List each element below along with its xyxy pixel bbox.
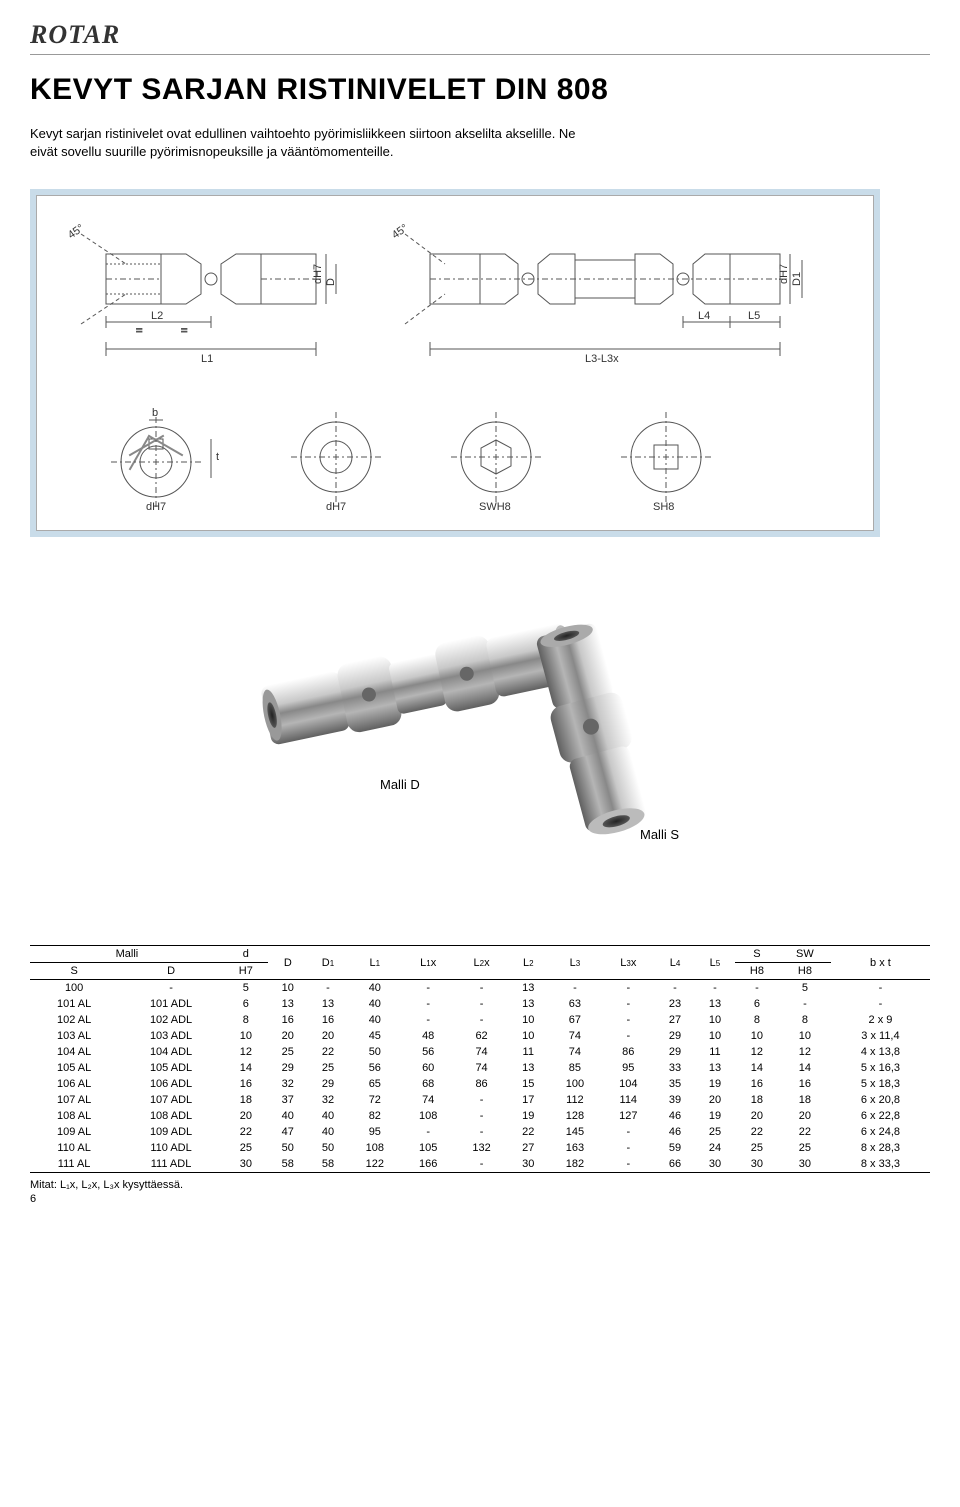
th-D1: D1 (308, 946, 348, 980)
bore-hex: SWH8 (441, 402, 561, 512)
th-dH7-sub: H7 (224, 963, 268, 980)
logo: ROTAR (30, 20, 120, 49)
th-malli: Malli (30, 946, 224, 963)
svg-text:SWH8: SWH8 (479, 501, 511, 512)
svg-text:D1: D1 (791, 272, 803, 286)
bore-square: SH8 (611, 402, 721, 512)
th-SWH8-sub: H8 (779, 963, 831, 980)
intro-text: Kevyt sarjan ristinivelet ovat edullinen… (30, 125, 590, 161)
svg-text:t: t (216, 451, 219, 463)
th-L2x: L2x (455, 946, 508, 980)
bore-round: dH7 (281, 402, 391, 512)
th-L3x: L3x (602, 946, 655, 980)
diagram-frame: = = 45° dH7 D L2 L1 (30, 189, 880, 537)
table-row: 105 AL105 ADL142925566074138595331314145… (30, 1060, 930, 1076)
table-row: 106 AL106 ADL163229656886151001043519161… (30, 1076, 930, 1092)
th-d: d (224, 946, 268, 963)
svg-text:b: b (152, 407, 158, 419)
th-L4: L4 (655, 946, 695, 980)
svg-text:45°: 45° (390, 222, 410, 241)
table-row: 102 AL102 ADL8161640--1067-2710882 x 9 (30, 1012, 930, 1028)
logo-bar: ROTAR (30, 20, 930, 55)
th-L1x: L1x (402, 946, 455, 980)
svg-text:=: = (181, 325, 187, 337)
table-row: 104 AL104 ADL122522505674117486291112124… (30, 1044, 930, 1060)
th-bxt: b x t (831, 946, 930, 980)
svg-text:dH7: dH7 (326, 501, 346, 512)
table-row: 107 AL107 ADL1837327274-1711211439201818… (30, 1092, 930, 1108)
svg-text:=: = (136, 325, 142, 337)
table-row: 100-510-40--13-----5- (30, 980, 930, 997)
page-title: KEVYT SARJAN RISTINIVELET DIN 808 (30, 73, 930, 107)
table-row: 103 AL103 ADL1020204548621074-291010103 … (30, 1028, 930, 1044)
svg-text:45°: 45° (66, 222, 87, 241)
th-L5: L5 (695, 946, 735, 980)
table-row: 110 AL110 ADL25505010810513227163-592425… (30, 1140, 930, 1156)
svg-text:SH8: SH8 (653, 501, 674, 512)
bore-round-key: b t dH7 (101, 402, 231, 512)
model-d-label: Malli D (380, 777, 420, 792)
th-SW: SW (779, 946, 831, 963)
svg-text:dH7: dH7 (312, 264, 324, 284)
th-SH8-sub: H8 (735, 963, 779, 980)
th-S: S (735, 946, 779, 963)
double-joint-diagram: 45° dH7 D1 L4 L5 L3-L3x (390, 214, 859, 374)
table-row: 109 AL109 ADL22474095--22145-462522226 x… (30, 1124, 930, 1140)
svg-text:L5: L5 (748, 310, 760, 322)
svg-text:L1: L1 (201, 353, 213, 365)
th-S-sub: S (30, 963, 118, 980)
table-row: 108 AL108 ADL20404082108-191281274619202… (30, 1108, 930, 1124)
table-row: 101 AL101 ADL6131340--1363-23136-- (30, 996, 930, 1012)
svg-text:dH7: dH7 (146, 501, 166, 512)
th-L2: L2 (508, 946, 548, 980)
th-D-sub: D (118, 963, 224, 980)
page-number: 6 (30, 1193, 930, 1205)
th-L3: L3 (548, 946, 601, 980)
th-D: D (268, 946, 308, 980)
footnote: Mitat: L₁x, L₂x, L₃x kysyttäessä. (30, 1179, 930, 1191)
svg-text:L4: L4 (698, 310, 710, 322)
svg-text:dH7: dH7 (778, 264, 790, 284)
th-L1: L1 (348, 946, 401, 980)
table-row: 111 AL111 ADL305858122166-30182-66303030… (30, 1156, 930, 1173)
svg-text:D: D (325, 278, 337, 286)
product-photo: Malli D Malli S (30, 567, 930, 927)
spec-table: Malli d D D1 L1 L1x L2x L2 L3 L3x L4 L5 … (30, 945, 930, 1173)
model-s-label: Malli S (640, 827, 679, 842)
svg-text:L2: L2 (151, 310, 163, 322)
svg-text:L3-L3x: L3-L3x (585, 353, 619, 365)
single-joint-diagram: = = 45° dH7 D L2 L1 (51, 214, 360, 374)
